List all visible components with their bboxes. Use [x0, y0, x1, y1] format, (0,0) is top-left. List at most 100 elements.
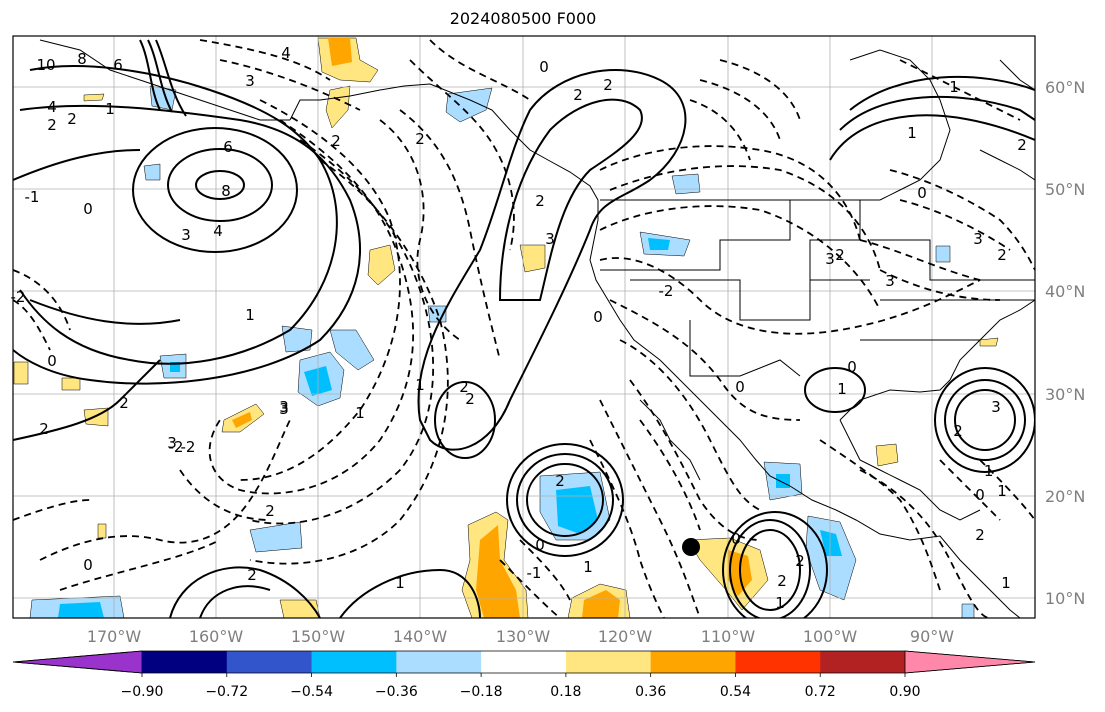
- lat-label-60n: 60°N: [1045, 78, 1085, 97]
- map-title: 2024080500 F000: [449, 9, 597, 28]
- contour-label: 0: [47, 352, 57, 370]
- colorbar-segment: [650, 651, 736, 673]
- colorbar-segment: [481, 651, 567, 673]
- contour-label: 2: [555, 472, 565, 490]
- colorbar-segment: [565, 651, 652, 673]
- contour-label: 2: [795, 552, 805, 570]
- colorbar-tick-label: 0.54: [720, 684, 751, 700]
- contour-label: 4: [281, 44, 291, 62]
- contour-label: 1: [949, 78, 959, 96]
- contour-label: 1: [583, 558, 593, 576]
- contour-label: 2: [573, 86, 583, 104]
- contour-label: 2: [953, 422, 963, 440]
- contour-label: 3: [825, 250, 835, 268]
- contour-label: 2: [47, 116, 57, 134]
- colorbar-tick-label: −0.18: [460, 684, 503, 700]
- contour-label: 2: [459, 378, 469, 396]
- dashed-contours: [13, 39, 1035, 618]
- contour-label: -1: [527, 564, 542, 582]
- contour-label: 0: [975, 486, 985, 504]
- gridlines: [13, 36, 1035, 618]
- contour-label: 1: [355, 404, 365, 422]
- contour-label: 2: [603, 76, 613, 94]
- contour-label: -2: [11, 288, 26, 306]
- contour-label: 0: [917, 184, 927, 202]
- contour-label: 0: [847, 358, 857, 376]
- contour-label: 2: [415, 130, 425, 148]
- lon-label-100w: 100°W: [803, 627, 858, 646]
- contour-label: 3: [885, 272, 895, 290]
- contour-label: 0: [735, 378, 745, 396]
- contour-label: -1: [979, 462, 994, 480]
- contour-label: 2: [331, 132, 341, 150]
- contour-label: 0: [593, 308, 603, 326]
- contour-label: 1: [775, 594, 785, 612]
- contour-label: 2: [247, 566, 257, 584]
- map-frame: [12, 35, 1036, 619]
- contour-label: -1: [25, 188, 40, 206]
- lat-label-10n: 10°N: [1045, 589, 1085, 608]
- contour-label: 3: [973, 230, 983, 248]
- lon-label-140w: 140°W: [393, 627, 448, 646]
- contour-label: 2: [777, 572, 787, 590]
- colorbar-segment: [735, 651, 821, 673]
- lon-label-120w: 120°W: [598, 627, 653, 646]
- lon-label-130w: 130°W: [496, 627, 551, 646]
- colorbar-tick-labels: −0.90 −0.72 −0.54 −0.36 −0.18 0.18 0.36 0.54 0.7…: [121, 673, 921, 700]
- contour-label: 6: [113, 56, 123, 74]
- contour-label: 8: [77, 50, 87, 68]
- contour-label: 3: [279, 398, 289, 416]
- contour-label: 3: [279, 400, 289, 418]
- colorbar-tick-label: −0.72: [205, 684, 248, 700]
- lat-label-30n: 30°N: [1045, 385, 1085, 404]
- lat-label-20n: 20°N: [1045, 487, 1085, 506]
- colorbar-tick-label: 0.72: [805, 684, 836, 700]
- contour-label: 2: [535, 192, 545, 210]
- contour-label: 1: [415, 376, 425, 394]
- contour-label: 1: [245, 306, 255, 324]
- lat-label-50n: 50°N: [1045, 180, 1085, 199]
- contour-label: 8: [221, 182, 231, 200]
- contour-label: 2: [835, 246, 845, 264]
- contour-label: 6: [223, 138, 233, 156]
- contour-label: 1: [105, 100, 115, 118]
- contour-label: -2: [181, 438, 196, 456]
- solid-contours: [13, 39, 1035, 618]
- contour-label: 10: [36, 56, 55, 74]
- contour-label: 3: [181, 226, 191, 244]
- contour-label: 2: [1017, 136, 1027, 154]
- contour-label: 2: [265, 502, 275, 520]
- lat-label-40n: 40°N: [1045, 282, 1085, 301]
- contour-label: 2: [997, 246, 1007, 264]
- contour-label: 1: [1001, 574, 1011, 592]
- contour-label: -2: [659, 282, 674, 300]
- colorbar: [12, 650, 1036, 674]
- contour-label: 3: [245, 72, 255, 90]
- contour-label: 0: [83, 200, 93, 218]
- contour-label: 0: [539, 58, 549, 76]
- contour-label: 1: [395, 574, 405, 592]
- colorbar-tick-label: 0.18: [550, 684, 581, 700]
- contour-label: 0: [731, 530, 741, 548]
- colorbar-segment: [311, 651, 397, 673]
- latitude-labels: 60°N 50°N 40°N 30°N 20°N 10°N: [1045, 78, 1085, 608]
- colorbar-segment: [226, 651, 313, 673]
- lon-label-150w: 150°W: [291, 627, 346, 646]
- contour-label: 2: [465, 390, 475, 408]
- longitude-labels: 170°W 160°W 150°W 140°W 130°W 120°W 110°…: [87, 627, 954, 646]
- contour-label: 3: [545, 230, 555, 248]
- lon-label-160w: 160°W: [189, 627, 244, 646]
- contour-label: 3: [167, 434, 177, 452]
- contour-label: 2: [975, 526, 985, 544]
- coastlines: [39, 39, 1035, 618]
- colorbar-extend-high: [904, 650, 1036, 674]
- colorbar-segment: [820, 651, 906, 673]
- colorbar-tick-label: −0.54: [290, 684, 333, 700]
- colorbar-segment: [142, 651, 228, 673]
- contour-label: 4: [47, 98, 57, 116]
- contour-label: 2: [67, 110, 77, 128]
- lon-label-110w: 110°W: [701, 627, 756, 646]
- colorbar-tick-label: 0.90: [889, 684, 920, 700]
